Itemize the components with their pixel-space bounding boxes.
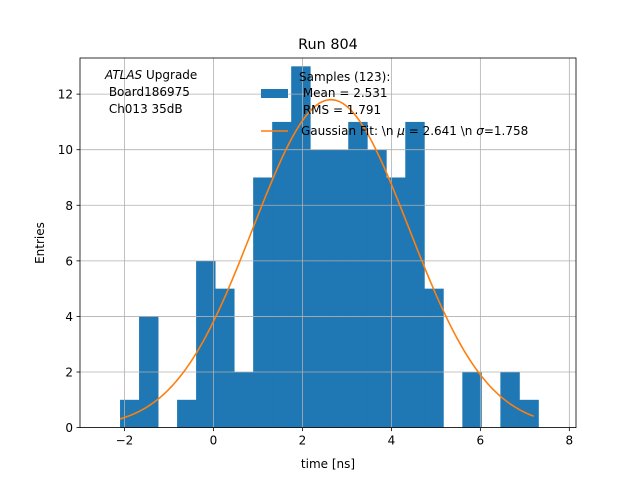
histogram-bar (253, 177, 273, 428)
histogram-bar (367, 149, 387, 428)
histogram-bar (234, 372, 254, 428)
annotation-line-1: ATLAS Upgrade (104, 68, 197, 82)
gaussian-fit-curve (119, 98, 535, 420)
histogram-bar (272, 121, 292, 428)
histogram-bar (424, 288, 444, 428)
x-axis-label: time [ns] (301, 457, 355, 471)
y-tick-label: 0 (65, 421, 73, 435)
legend: Samples (123): Mean = 2.531 RMS = 1.791 … (261, 70, 528, 138)
y-tick-label: 6 (65, 254, 73, 268)
legend-hist-line-1: Samples (123): (299, 70, 390, 84)
y-tick-label: 2 (65, 366, 73, 380)
annotation-line-3: Ch013 35dB (105, 102, 183, 116)
histogram-bar (120, 399, 140, 428)
annotation-atlas: ATLAS (104, 68, 143, 82)
y-axis-label: Entries (33, 222, 47, 264)
x-tick-label: 4 (388, 434, 396, 448)
histogram-bar (348, 121, 368, 428)
histogram-bar (500, 372, 520, 428)
y-tick-label: 12 (58, 88, 73, 102)
x-tick-label: −2 (116, 434, 134, 448)
histogram-bar (310, 149, 330, 428)
atlas-annotation: ATLAS Upgrade Board186975 Ch013 35dB (104, 68, 197, 116)
plot-frame (79, 57, 577, 429)
annotation-line-2: Board186975 (105, 85, 190, 99)
histogram-bar (196, 260, 216, 428)
histogram-bar (177, 399, 197, 428)
histogram-bar (329, 149, 349, 428)
histogram-bar (405, 121, 425, 428)
legend-hist-line-3: RMS = 1.791 (299, 103, 381, 117)
histogram-bars (120, 66, 539, 428)
histogram-bar (215, 288, 235, 428)
histogram-bar (386, 177, 406, 428)
histogram-bar (462, 372, 482, 428)
legend-fit-label: Gaussian Fit: \n μ = 2.641 \n σ=1.758 (301, 124, 528, 138)
y-tick-label: 8 (65, 199, 73, 213)
x-tick-label: 6 (477, 434, 485, 448)
y-tick-label: 10 (58, 143, 73, 157)
legend-hist-line-2: Mean = 2.531 (299, 86, 388, 100)
histogram-bar (291, 66, 311, 428)
axis-ticks: −2 0 2 4 6 8 0 2 4 6 8 10 12 (58, 88, 573, 448)
annotation-upgrade: Upgrade (142, 68, 197, 82)
x-tick-label: 8 (566, 434, 574, 448)
y-tick-label: 4 (65, 310, 73, 324)
chart-title: Run 804 (298, 37, 358, 53)
legend-hist-swatch (261, 89, 288, 98)
x-tick-label: 0 (210, 434, 218, 448)
x-tick-label: 2 (299, 434, 307, 448)
